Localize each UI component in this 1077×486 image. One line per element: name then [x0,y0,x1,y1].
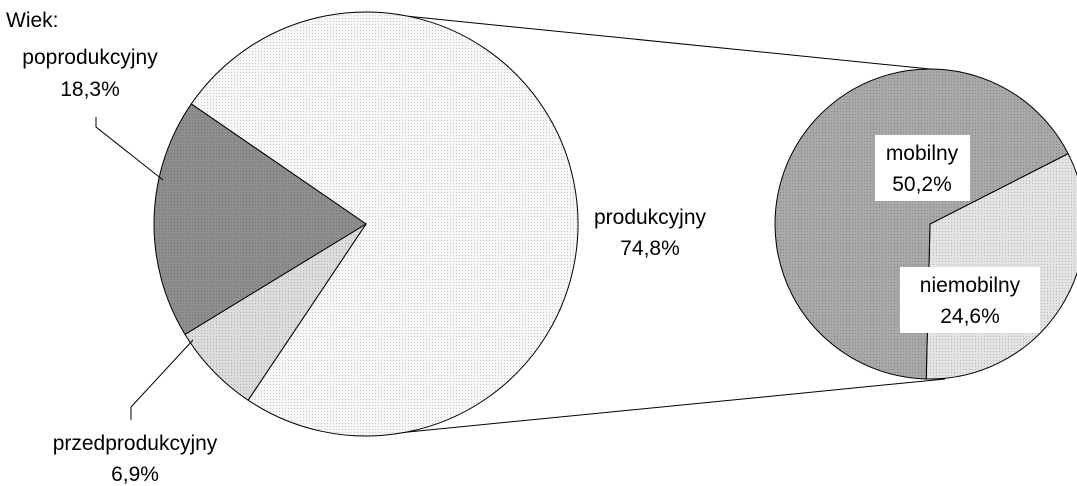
slice-label-niemobilny: niemobilny [920,274,1021,297]
main-pie [153,11,579,437]
slice-value-przedprodukcyjny: 6,9% [111,463,159,486]
slice-label-produkcyjny: produkcyjny [594,206,707,229]
slice-value-niemobilny: 24,6% [940,305,1000,328]
slice-value-produkcyjny: 74,8% [620,237,680,260]
detail-slice-texture-mobilny [775,68,1069,379]
label-background-mobilny [875,135,970,201]
connector-lines [365,11,946,435]
slice-value-mobilny: 50,2% [892,173,952,196]
slice-label-mobilny: mobilny [886,142,959,165]
main-slice-texture-przedprodukcyjny [185,224,366,401]
main-slice-texture-poprodukcyjny [154,103,366,335]
legend-title: Wiek: [6,9,59,32]
leader-line-przedprodukcyjny [130,339,194,420]
label-background-niemobilny [900,267,1040,333]
connector-line-bottom [387,378,946,435]
slice-label-przedprodukcyjny: przedprodukcyjny [53,432,218,455]
slice-label-poprodukcyjny: poprodukcyjny [22,46,158,69]
slice-value-poprodukcyjny: 18,3% [60,78,120,101]
main-slice-texture-produkcyjny [191,12,579,437]
leader-line-poprodukcyjny [95,117,164,181]
connector-line-top [365,11,931,70]
